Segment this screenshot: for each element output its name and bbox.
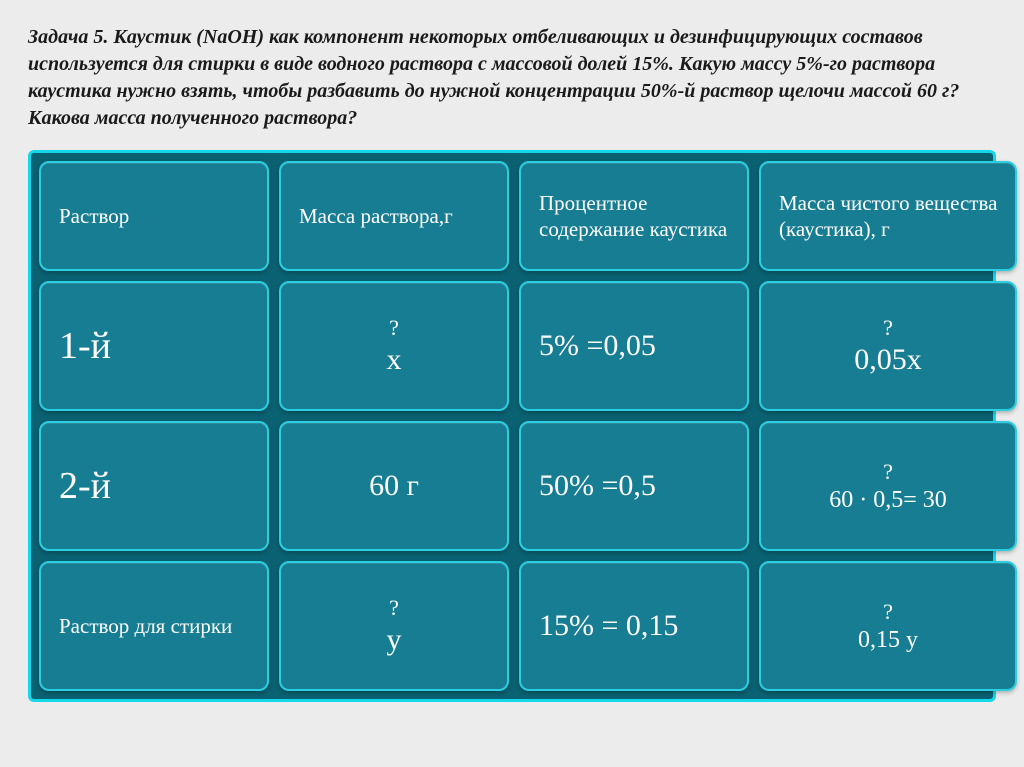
header-solution: Раствор xyxy=(39,161,269,271)
row2-percent-text: 50% =0,5 xyxy=(539,469,656,503)
row1-mass-q: ? xyxy=(389,315,399,341)
row3-pure: ? 0,15 y xyxy=(759,561,1017,691)
row3-percent: 15% = 0,15 xyxy=(519,561,749,691)
slide: Задача 5. Каустик (NaOH) как компонент н… xyxy=(0,0,1024,767)
row1-pure: ? 0,05x xyxy=(759,281,1017,411)
row2-pure-q: ? xyxy=(883,459,893,485)
header-pure: Масса чистого вещества (каустика), г xyxy=(759,161,1017,271)
header-c4-text: Масса чистого вещества (каустика), г xyxy=(779,190,1005,243)
grid: Раствор Масса раствора,г Процентное соде… xyxy=(39,161,985,691)
header-c2-text: Масса раствора,г xyxy=(299,203,453,229)
row3-mass-v: y xyxy=(387,623,402,657)
row2-pure-v: 60 · 0,5= 30 xyxy=(829,487,947,514)
row3-mass: ? y xyxy=(279,561,509,691)
row2-mass-v: 60 г xyxy=(369,469,419,503)
row3-mass-q: ? xyxy=(389,595,399,621)
row2-label: 2-й xyxy=(39,421,269,551)
row3-percent-text: 15% = 0,15 xyxy=(539,609,678,643)
problem-label: Задача 5. xyxy=(28,26,108,48)
row1-pure-q: ? xyxy=(883,315,893,341)
row3-label-text: Раствор для стирки xyxy=(59,613,232,639)
row1-mass-v: x xyxy=(387,343,402,377)
row3-pure-q: ? xyxy=(883,599,893,625)
row2-pure: ? 60 · 0,5= 30 xyxy=(759,421,1017,551)
solution-table: Раствор Масса раствора,г Процентное соде… xyxy=(28,150,996,702)
row1-mass: ? x xyxy=(279,281,509,411)
header-percent: Процентное содержание каустика xyxy=(519,161,749,271)
row1-label-text: 1-й xyxy=(59,324,111,368)
row2-label-text: 2-й xyxy=(59,464,111,508)
row2-mass: 60 г xyxy=(279,421,509,551)
row1-percent-text: 5% =0,05 xyxy=(539,329,656,363)
row3-label: Раствор для стирки xyxy=(39,561,269,691)
row1-pure-v: 0,05x xyxy=(854,343,922,377)
row2-percent: 50% =0,5 xyxy=(519,421,749,551)
problem-body: Каустик (NaOH) как компонент некоторых о… xyxy=(28,26,959,129)
header-c1-text: Раствор xyxy=(59,203,129,229)
header-mass: Масса раствора,г xyxy=(279,161,509,271)
row1-label: 1-й xyxy=(39,281,269,411)
problem-text: Задача 5. Каустик (NaOH) как компонент н… xyxy=(28,24,996,132)
row1-percent: 5% =0,05 xyxy=(519,281,749,411)
header-c3-text: Процентное содержание каустика xyxy=(539,190,737,243)
row3-pure-v: 0,15 y xyxy=(858,627,918,654)
